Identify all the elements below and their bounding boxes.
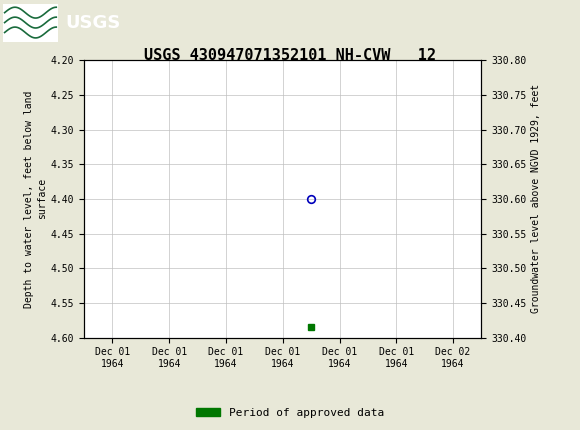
- Legend: Period of approved data: Period of approved data: [191, 403, 389, 422]
- Y-axis label: Depth to water level, feet below land
surface: Depth to water level, feet below land su…: [24, 90, 47, 307]
- Y-axis label: Groundwater level above NGVD 1929, feet: Groundwater level above NGVD 1929, feet: [531, 84, 541, 313]
- Text: USGS: USGS: [65, 14, 120, 31]
- Text: USGS 430947071352101 NH-CVW   12: USGS 430947071352101 NH-CVW 12: [144, 48, 436, 62]
- Bar: [3, 3, 58, 42]
